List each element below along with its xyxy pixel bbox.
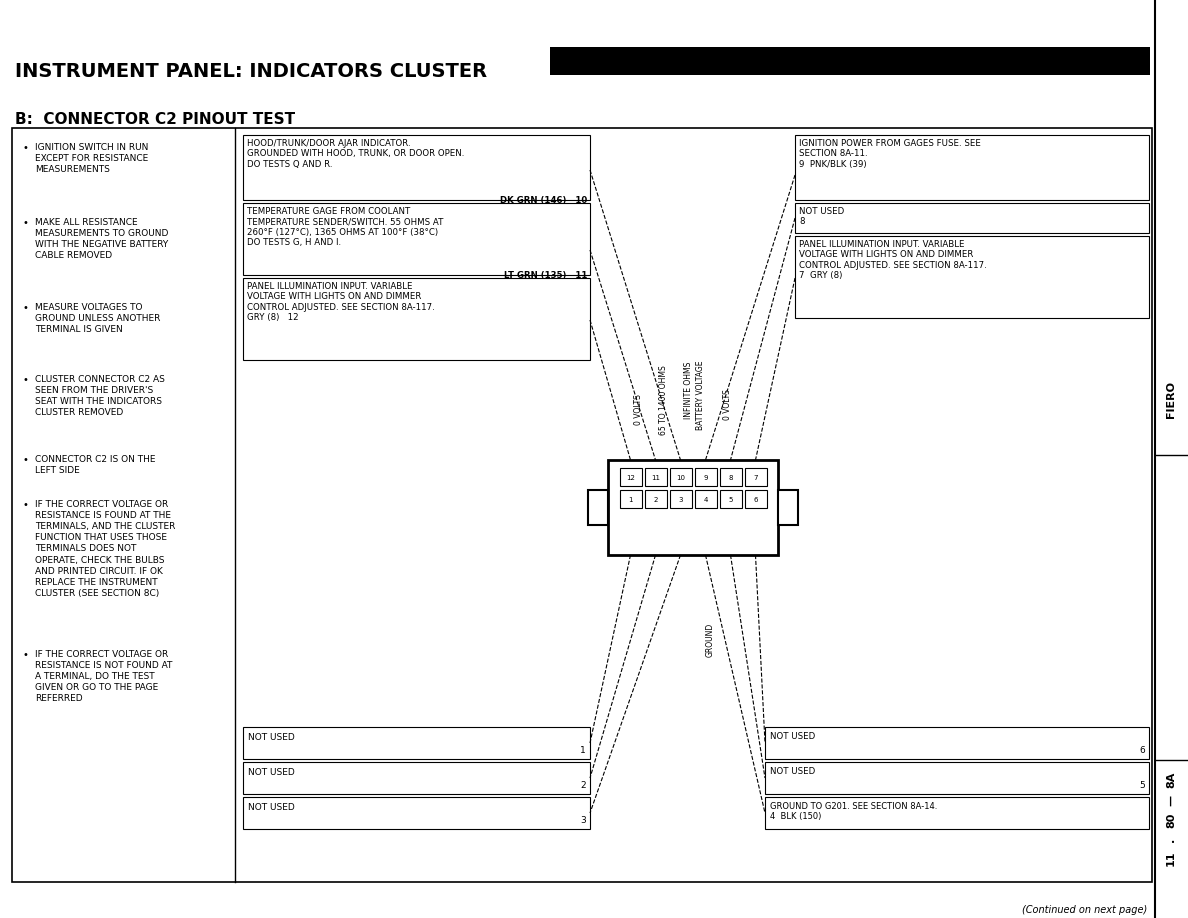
Text: NOT USED: NOT USED	[248, 768, 295, 777]
Text: INSTRUMENT PANEL: INDICATORS CLUSTER: INSTRUMENT PANEL: INDICATORS CLUSTER	[15, 62, 487, 81]
Text: 3: 3	[580, 816, 586, 825]
Text: HOOD/TRUNK/DOOR AJAR INDICATOR.
GROUNDED WITH HOOD, TRUNK, OR DOOR OPEN.
DO TEST: HOOD/TRUNK/DOOR AJAR INDICATOR. GROUNDED…	[247, 139, 465, 169]
Text: NOT USED: NOT USED	[770, 732, 815, 741]
Text: 11: 11	[651, 476, 661, 482]
Bar	[619, 468, 642, 486]
Text: CLUSTER CONNECTOR C2 AS
SEEN FROM THE DRIVER'S
SEAT WITH THE INDICATORS
CLUSTER : CLUSTER CONNECTOR C2 AS SEEN FROM THE DR…	[34, 375, 165, 418]
Text: TEMPERATURE GAGE FROM COOLANT
TEMPERATURE SENDER/SWITCH. 55 OHMS AT
260°F (127°C: TEMPERATURE GAGE FROM COOLANT TEMPERATUR…	[247, 207, 443, 247]
Text: 10: 10	[676, 476, 685, 482]
Bar	[645, 490, 666, 508]
Bar	[695, 468, 716, 486]
Text: PANEL ILLUMINATION INPUT. VARIABLE
VOLTAGE WITH LIGHTS ON AND DIMMER
CONTROL ADJ: PANEL ILLUMINATION INPUT. VARIABLE VOLTA…	[800, 240, 987, 280]
Bar	[795, 203, 1149, 233]
Text: •: •	[23, 218, 27, 228]
Text: —: —	[1165, 794, 1176, 806]
Bar	[1155, 0, 1188, 918]
Text: .: .	[1165, 838, 1176, 842]
Text: •: •	[23, 500, 27, 510]
Bar	[244, 135, 590, 200]
Text: B:  CONNECTOR C2 PINOUT TEST: B: CONNECTOR C2 PINOUT TEST	[15, 112, 295, 127]
Text: MEASURE VOLTAGES TO
GROUND UNLESS ANOTHER
TERMINAL IS GIVEN: MEASURE VOLTAGES TO GROUND UNLESS ANOTHE…	[34, 303, 160, 334]
Bar	[244, 278, 590, 360]
Bar	[645, 468, 666, 486]
Text: 6: 6	[1139, 746, 1145, 755]
Text: MAKE ALL RESISTANCE
MEASUREMENTS TO GROUND
WITH THE NEGATIVE BATTERY
CABLE REMOV: MAKE ALL RESISTANCE MEASUREMENTS TO GROU…	[34, 218, 169, 261]
Bar	[244, 762, 590, 794]
Text: 1: 1	[628, 498, 633, 503]
Text: 8A: 8A	[1165, 772, 1176, 789]
Text: 4: 4	[703, 498, 708, 503]
Text: 5: 5	[1139, 781, 1145, 790]
Text: 2: 2	[581, 781, 586, 790]
Bar	[619, 490, 642, 508]
Text: 80: 80	[1165, 812, 1176, 828]
Text: 11: 11	[1165, 850, 1176, 866]
Text: BATTERY VOLTAGE: BATTERY VOLTAGE	[696, 360, 704, 430]
Text: 0 VOLTS: 0 VOLTS	[634, 395, 643, 425]
Text: IGNITION POWER FROM GAGES FUSE. SEE
SECTION 8A-11.
9  PNK/BLK (39): IGNITION POWER FROM GAGES FUSE. SEE SECT…	[800, 139, 981, 169]
Bar	[608, 460, 778, 555]
Bar	[244, 797, 590, 829]
Text: •: •	[23, 455, 27, 465]
Text: NOT USED: NOT USED	[248, 733, 295, 742]
Bar	[765, 727, 1149, 759]
Text: 7: 7	[753, 476, 758, 482]
Text: •: •	[23, 143, 27, 153]
Bar	[795, 135, 1149, 200]
Bar	[670, 468, 691, 486]
Bar	[745, 490, 766, 508]
Text: 12: 12	[626, 476, 634, 482]
Text: IF THE CORRECT VOLTAGE OR
RESISTANCE IS NOT FOUND AT
A TERMINAL, DO THE TEST
GIV: IF THE CORRECT VOLTAGE OR RESISTANCE IS …	[34, 650, 172, 703]
Text: IGNITION SWITCH IN RUN
EXCEPT FOR RESISTANCE
MEASUREMENTS: IGNITION SWITCH IN RUN EXCEPT FOR RESIST…	[34, 143, 148, 174]
Text: 2: 2	[653, 498, 658, 503]
Text: 6: 6	[753, 498, 758, 503]
Text: NOT USED: NOT USED	[248, 803, 295, 812]
Bar	[720, 468, 741, 486]
Text: LT GRN (135)   11: LT GRN (135) 11	[504, 271, 587, 280]
Text: •: •	[23, 303, 27, 313]
Text: 3: 3	[678, 498, 683, 503]
Bar	[12, 128, 1152, 882]
Text: 65 TO 1400 OHMS: 65 TO 1400 OHMS	[659, 365, 668, 435]
Text: GROUND: GROUND	[706, 623, 715, 657]
Text: (Continued on next page): (Continued on next page)	[1022, 905, 1146, 915]
Bar	[778, 490, 798, 525]
Text: NOT USED
8: NOT USED 8	[800, 207, 845, 227]
Bar	[588, 490, 608, 525]
Bar	[244, 203, 590, 275]
Text: 9: 9	[703, 476, 708, 482]
Bar	[695, 490, 716, 508]
Text: 1: 1	[580, 746, 586, 755]
Bar	[765, 797, 1149, 829]
Text: 8: 8	[728, 476, 733, 482]
Bar	[550, 47, 1150, 75]
Text: 0 VOLTS: 0 VOLTS	[723, 389, 732, 420]
Bar	[670, 490, 691, 508]
Text: CONNECTOR C2 IS ON THE
LEFT SIDE: CONNECTOR C2 IS ON THE LEFT SIDE	[34, 455, 156, 476]
Text: NOT USED: NOT USED	[770, 767, 815, 776]
Text: FIERO: FIERO	[1165, 382, 1176, 419]
Bar	[244, 727, 590, 759]
Text: •: •	[23, 650, 27, 660]
Text: •: •	[23, 375, 27, 385]
Text: INFINITE OHMS: INFINITE OHMS	[684, 362, 693, 419]
Text: 5: 5	[728, 498, 733, 503]
Text: GROUND TO G201. SEE SECTION 8A-14.
4  BLK (150): GROUND TO G201. SEE SECTION 8A-14. 4 BLK…	[770, 802, 937, 822]
Text: IF THE CORRECT VOLTAGE OR
RESISTANCE IS FOUND AT THE
TERMINALS, AND THE CLUSTER
: IF THE CORRECT VOLTAGE OR RESISTANCE IS …	[34, 500, 176, 598]
Bar	[765, 762, 1149, 794]
Bar	[745, 468, 766, 486]
Bar	[720, 490, 741, 508]
Bar	[795, 236, 1149, 318]
Text: PANEL ILLUMINATION INPUT. VARIABLE
VOLTAGE WITH LIGHTS ON AND DIMMER
CONTROL ADJ: PANEL ILLUMINATION INPUT. VARIABLE VOLTA…	[247, 282, 435, 322]
Text: DK GRN (146)   10: DK GRN (146) 10	[500, 196, 587, 205]
